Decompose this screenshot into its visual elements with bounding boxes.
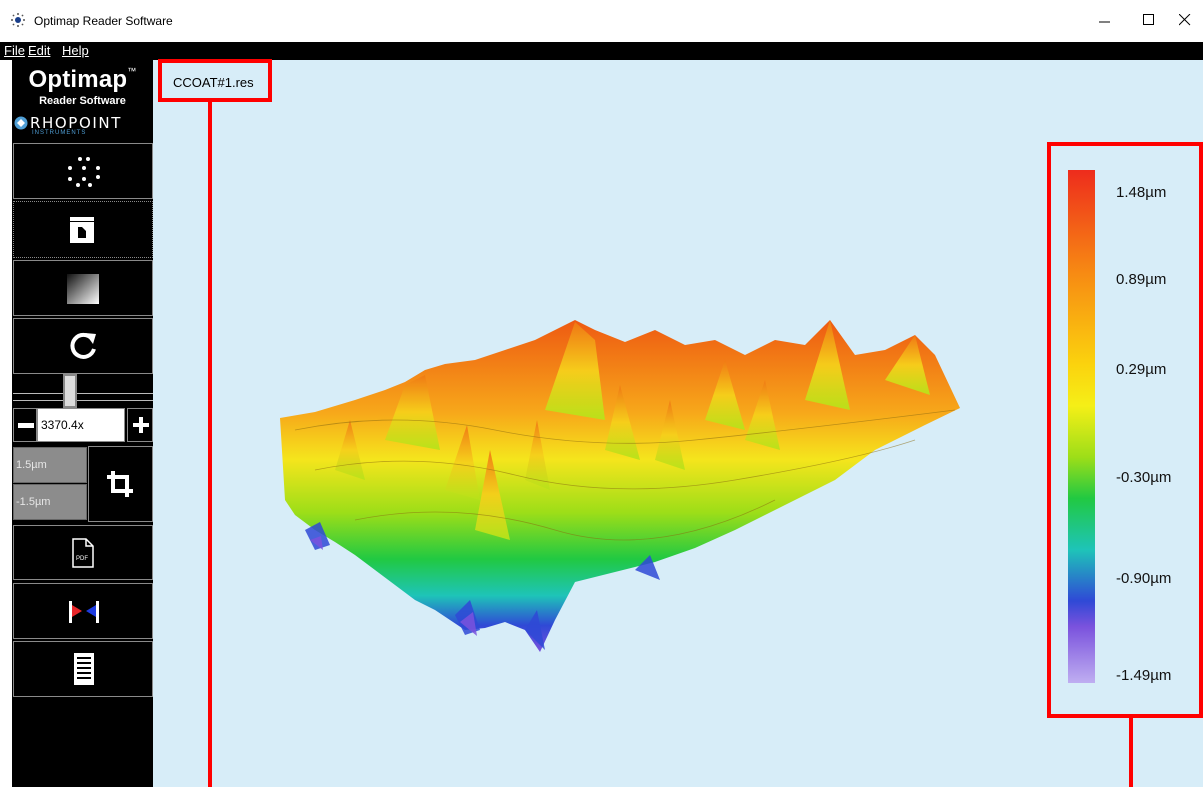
slider-line-bottom (13, 400, 153, 401)
range-min-field[interactable]: -1.5µm (13, 484, 87, 520)
menu-edit[interactable]: Edit (28, 43, 51, 58)
legend-label-5: -0.90µm (1116, 570, 1172, 587)
crop-icon (107, 471, 133, 497)
slider-line-top (13, 393, 153, 394)
zoom-value-field[interactable]: 3370.4x (37, 408, 125, 442)
optimap-logo: Optimap™ (12, 66, 153, 94)
pdf-icon (72, 538, 94, 568)
zoom-out-button[interactable] (13, 408, 37, 442)
zoom-slider-thumb[interactable] (63, 374, 77, 408)
measure-button[interactable] (13, 143, 153, 199)
zoom-in-button[interactable] (127, 408, 153, 442)
gradient-button[interactable] (13, 260, 153, 316)
brand-subtitle: INSTRUMENTS (32, 130, 87, 136)
plus-icon (133, 417, 149, 433)
legend-label-2: 0.89µm (1116, 271, 1167, 288)
window-title: Optimap Reader Software (34, 14, 173, 28)
report-button[interactable] (13, 641, 153, 697)
minus-icon (18, 423, 34, 428)
open-file-button[interactable] (13, 201, 153, 258)
logo-subtitle: Reader Software (39, 95, 126, 107)
legend-label-6: -1.49µm (1116, 667, 1172, 684)
open-file-icon (70, 217, 94, 243)
refresh-icon (70, 332, 96, 359)
close-button[interactable] (1163, 4, 1203, 36)
logo-title: Optimap (28, 66, 128, 93)
report-icon (74, 653, 94, 685)
legend-label-1: 1.48µm (1116, 184, 1167, 201)
minimize-icon (1099, 21, 1110, 23)
refresh-button[interactable] (13, 318, 153, 374)
file-label-callout-line (208, 102, 212, 787)
menu-bar: File Edit Help (0, 42, 1203, 60)
menu-file[interactable]: File (4, 43, 25, 58)
measure-dots-icon (68, 157, 100, 187)
title-bar: Optimap Reader Software (0, 0, 1203, 42)
pdf-export-button[interactable]: PDF (13, 525, 153, 580)
close-icon (1179, 14, 1191, 26)
gradient-icon (67, 274, 99, 304)
legend-label-3: 0.29µm (1116, 361, 1167, 378)
logo-trademark: ™ (127, 66, 137, 76)
zoom-slider-track[interactable] (13, 389, 153, 403)
menu-help[interactable]: Help (62, 43, 89, 58)
crop-button[interactable] (88, 446, 153, 522)
color-legend-highlight (1047, 142, 1203, 718)
zoom-control: 3370.4x (13, 408, 153, 442)
brand-name: RHOPOINT (30, 114, 122, 132)
minimize-button[interactable] (1083, 4, 1127, 36)
maximize-icon (1143, 14, 1154, 25)
rhopoint-logo-icon (14, 116, 28, 130)
file-name-label: CCOAT#1.res (158, 59, 272, 102)
color-scale-bar (1068, 170, 1095, 683)
optimap-app-icon (11, 13, 25, 27)
tool-sidebar: Optimap™ Reader Software RHOPOINT INSTRU… (12, 60, 153, 787)
pdf-label: PDF (76, 556, 88, 562)
legend-callout-line (1129, 718, 1133, 787)
3d-surface-plot[interactable] (275, 300, 965, 660)
maximize-button[interactable] (1127, 4, 1171, 36)
flags-icon (69, 601, 99, 623)
range-max-field[interactable]: 1.5µm (13, 447, 87, 483)
legend-label-4: -0.30µm (1116, 469, 1172, 486)
compare-flags-button[interactable] (13, 583, 153, 639)
